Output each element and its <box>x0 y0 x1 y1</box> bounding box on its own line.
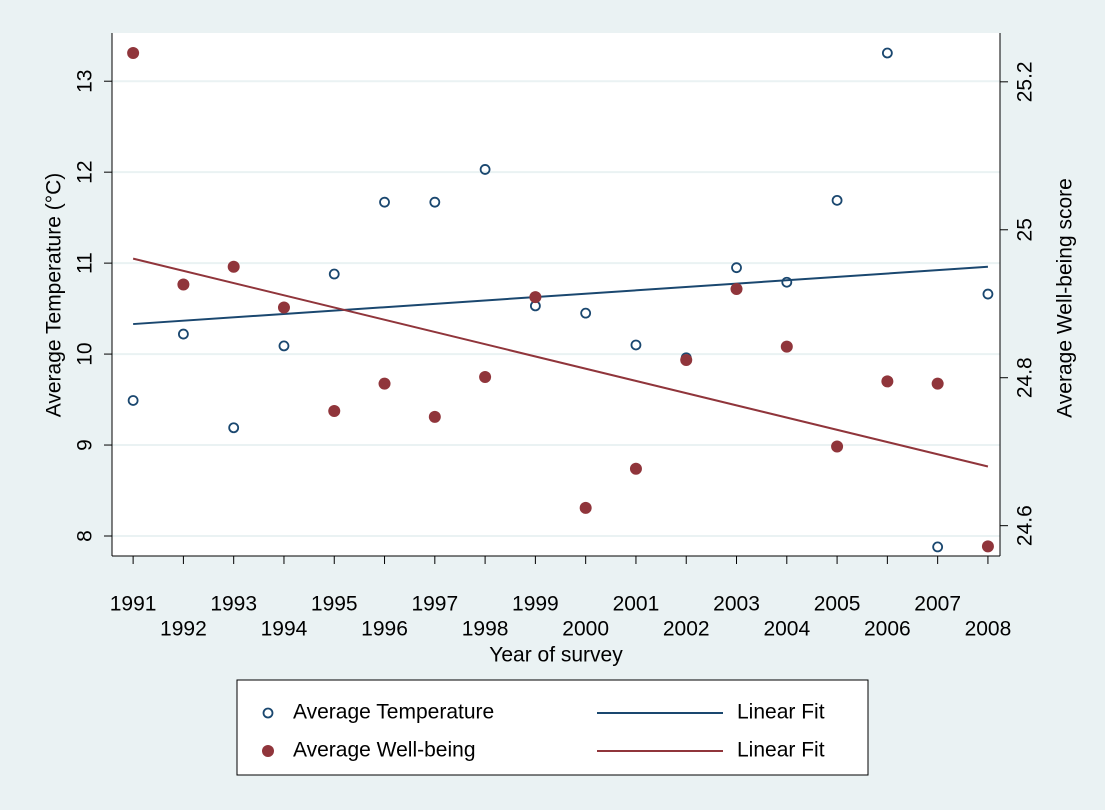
x-tick-label: 1991 <box>110 593 157 616</box>
scatter-point <box>781 276 793 288</box>
scatter-point <box>629 462 642 475</box>
y-tick-label: 11 <box>74 252 97 274</box>
x-tick-label: 2000 <box>562 618 609 641</box>
scatter-point <box>731 262 742 274</box>
y-tick-label: 13 <box>74 70 97 93</box>
y-tick-label: 10 <box>74 342 97 365</box>
fit-line <box>132 257 989 468</box>
scatter-point <box>428 410 441 423</box>
x-tick-label: 1996 <box>361 618 408 641</box>
legend-label: Linear Fit <box>737 739 825 762</box>
y2-tick-label: 24.8 <box>1014 357 1037 398</box>
legend-box <box>236 679 869 776</box>
scatter-point <box>328 268 340 280</box>
x-tick-label: 1999 <box>512 593 559 616</box>
y-axis-label: Average Temperature (°C) <box>43 173 66 418</box>
y2-tick-label: 24.6 <box>1014 505 1037 546</box>
y2-axis-label: Average Well-being score <box>1054 178 1077 418</box>
x-tick-label: 2005 <box>814 593 861 616</box>
x-tick-label: 2006 <box>864 618 911 641</box>
scatter-point <box>831 440 844 453</box>
x-tick-label: 1992 <box>160 618 207 641</box>
scatter-point <box>278 340 290 352</box>
x-tick-label: 2002 <box>663 618 710 641</box>
scatter-point <box>127 395 139 406</box>
legend-label: Average Temperature <box>293 701 494 724</box>
fit-line <box>133 265 988 326</box>
y-tick-label: 8 <box>74 530 97 542</box>
x-tick-label: 2004 <box>763 618 810 641</box>
scatter-point <box>630 339 642 351</box>
y2-tick-label: 25 <box>1014 218 1037 241</box>
legend-swatch <box>262 745 274 757</box>
scatter-point <box>127 46 140 59</box>
scatter-point <box>932 541 944 553</box>
scatter-point <box>227 260 240 273</box>
x-tick-label: 2001 <box>613 593 660 616</box>
scatter-point <box>730 282 743 295</box>
x-tick-label: 1998 <box>462 618 509 641</box>
scatter-point <box>831 194 843 206</box>
scatter-point <box>177 278 190 291</box>
x-tick-label: 2008 <box>965 618 1012 641</box>
legend-label: Average Well-being <box>293 739 476 762</box>
scatter-point <box>277 301 290 314</box>
scatter-point <box>529 291 542 304</box>
scatter-point <box>981 540 994 553</box>
x-axis-label: Year of survey <box>489 644 623 667</box>
x-tick-label: 2003 <box>713 593 760 616</box>
scatter-point <box>178 328 189 340</box>
y-tick-label: 12 <box>74 160 97 183</box>
x-tick-label: 1993 <box>210 593 257 616</box>
legend-label: Linear Fit <box>737 701 825 724</box>
legend-swatch <box>262 707 274 719</box>
scatter-point <box>931 377 944 390</box>
scatter-point <box>780 340 793 353</box>
scatter-point <box>881 47 893 59</box>
scatter-point <box>479 370 492 383</box>
y-tick-label: 9 <box>74 439 97 451</box>
scatter-point <box>479 164 491 175</box>
x-tick-label: 1995 <box>311 593 358 616</box>
scatter-point <box>228 422 240 434</box>
scatter-point <box>580 307 592 319</box>
scatter-point <box>429 196 441 208</box>
x-tick-label: 1994 <box>261 618 308 641</box>
scatter-point <box>881 375 894 388</box>
x-tick-label: 2007 <box>914 593 961 616</box>
scatter-point <box>579 501 592 514</box>
scatter-point <box>328 405 341 418</box>
plot-area <box>112 33 1000 556</box>
scatter-point <box>378 377 391 390</box>
scatter-point <box>982 288 994 300</box>
scatter-point <box>379 196 390 208</box>
x-tick-label: 1997 <box>411 593 458 616</box>
scatter-point <box>680 353 693 366</box>
y2-tick-label: 25.2 <box>1014 61 1037 102</box>
